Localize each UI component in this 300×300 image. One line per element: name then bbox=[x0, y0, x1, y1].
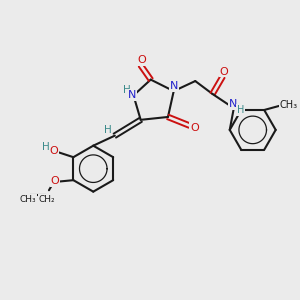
Text: CH₃: CH₃ bbox=[20, 195, 37, 204]
Text: H: H bbox=[123, 85, 131, 95]
Text: N: N bbox=[128, 90, 136, 100]
Text: O: O bbox=[50, 146, 58, 156]
Text: O: O bbox=[220, 67, 228, 76]
Text: H: H bbox=[237, 105, 244, 115]
Text: O: O bbox=[51, 176, 59, 186]
Text: N: N bbox=[170, 81, 178, 91]
Text: N: N bbox=[229, 99, 237, 109]
Text: O: O bbox=[137, 55, 146, 65]
Text: H: H bbox=[104, 125, 112, 136]
Text: H: H bbox=[42, 142, 50, 152]
Text: CH₃: CH₃ bbox=[280, 100, 298, 110]
Text: O: O bbox=[190, 123, 199, 133]
Text: CH₂: CH₂ bbox=[39, 195, 55, 204]
